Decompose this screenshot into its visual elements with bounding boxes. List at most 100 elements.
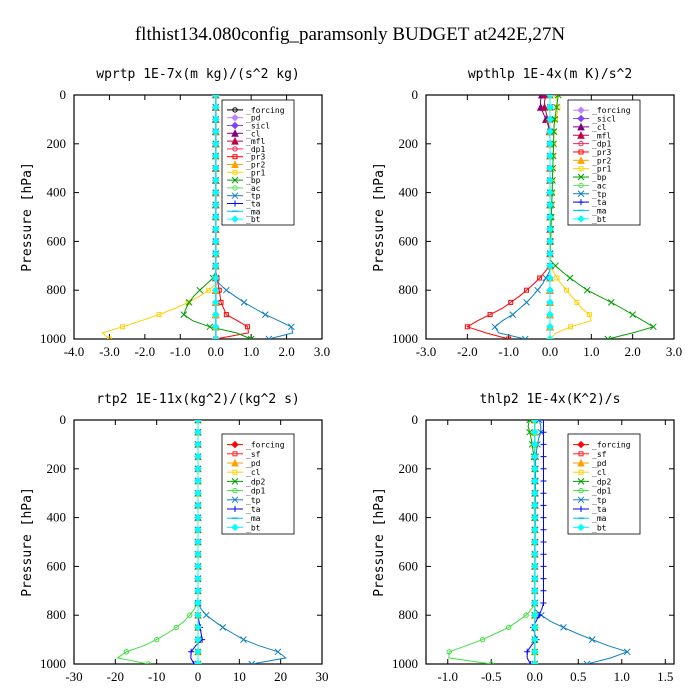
data-point <box>540 563 547 570</box>
legend-marker <box>231 440 239 449</box>
legend-marker <box>231 160 239 168</box>
legend-marker <box>577 190 585 198</box>
data-point <box>574 299 580 305</box>
y-tick-label: 0 <box>412 87 419 102</box>
legend-marker <box>231 458 239 467</box>
legend-marker <box>577 106 585 114</box>
y-tick-label: 1000 <box>392 331 418 346</box>
data-point <box>546 335 554 339</box>
data-point <box>546 213 554 221</box>
legend-marker <box>577 173 585 181</box>
legend-marker <box>578 140 584 147</box>
data-point <box>212 213 220 221</box>
data-point <box>531 599 539 607</box>
data-point <box>212 140 220 148</box>
data-point <box>212 286 220 294</box>
data-point <box>540 453 547 460</box>
data-point <box>212 164 220 172</box>
data-point <box>531 660 539 664</box>
x-tick-label: -30 <box>65 669 82 684</box>
legend-marker <box>232 469 238 475</box>
data-point <box>535 420 543 424</box>
data-point <box>546 274 554 282</box>
x-tick-label: 20 <box>274 669 287 684</box>
panel-title: wprtp 1E-7x(m kg)/(s^2 kg) <box>96 67 300 82</box>
data-point <box>546 95 554 99</box>
legend-label: _ta <box>246 200 261 209</box>
legend-marker <box>577 440 585 449</box>
data-point <box>194 635 202 644</box>
x-tick-label: 1.0 <box>614 669 630 684</box>
legend-marker <box>232 107 238 113</box>
x-tick-label: 1.0 <box>583 344 599 359</box>
data-point <box>583 660 591 664</box>
legend-label: _dp1 <box>592 487 611 496</box>
legend-label: _sicl <box>592 115 616 124</box>
y-axis-label: Pressure [hPa] <box>372 162 387 272</box>
data-point <box>546 262 554 270</box>
data-point <box>261 311 269 318</box>
data-point <box>506 336 512 339</box>
data-point <box>287 323 295 331</box>
panel-title: rtp2 1E-11x(kg^2)/(kg^2 s) <box>96 392 300 407</box>
data-point <box>526 420 533 424</box>
data-point <box>106 336 112 339</box>
data-point <box>568 324 574 330</box>
data-point <box>153 636 160 643</box>
data-point <box>194 420 202 424</box>
y-tick-label: 0 <box>60 87 67 102</box>
legend-label: _ac <box>246 184 261 193</box>
data-point <box>212 323 220 331</box>
legend-label: _tp <box>246 192 261 201</box>
data-point <box>531 623 539 632</box>
legend-label: _forcing <box>246 106 285 115</box>
x-tick-label: 1.0 <box>243 344 259 359</box>
data-point <box>223 312 229 318</box>
legend-marker <box>577 156 585 164</box>
data-point <box>274 648 282 656</box>
data-point <box>546 298 554 307</box>
data-point <box>194 660 202 664</box>
data-point <box>194 477 202 485</box>
x-tick-label: -1.0 <box>170 344 191 359</box>
data-point <box>531 526 539 534</box>
legend-label: _cl <box>592 468 607 477</box>
data-point <box>212 335 220 339</box>
y-tick-label: 600 <box>47 233 67 248</box>
data-point <box>554 95 562 99</box>
legend-box <box>221 433 295 535</box>
x-tick-label: 2.0 <box>278 344 294 359</box>
data-point <box>194 660 202 664</box>
data-point <box>531 648 539 656</box>
data-point <box>540 420 547 423</box>
data-point <box>194 611 202 619</box>
legend-label: _dp1 <box>246 145 265 154</box>
data-point <box>546 310 554 319</box>
y-tick-label: 1000 <box>392 656 418 671</box>
data-point <box>248 660 256 664</box>
data-point <box>219 624 227 631</box>
legend-label: _ma <box>246 514 261 523</box>
legend-label: _pd <box>246 114 261 123</box>
x-tick-label: 0.0 <box>527 669 543 684</box>
data-point <box>212 152 220 160</box>
legend-marker <box>578 149 584 155</box>
data-point <box>629 311 637 318</box>
y-axis-label: Pressure [hPa] <box>20 162 35 272</box>
legend-marker <box>578 199 584 206</box>
data-point <box>546 286 554 294</box>
legend-label: _ma <box>592 514 607 523</box>
data-point <box>194 452 202 461</box>
data-point <box>194 538 202 546</box>
data-point <box>487 312 493 318</box>
legend-label: _ac <box>592 181 607 190</box>
data-point <box>194 420 202 424</box>
data-point <box>194 623 202 632</box>
data-point <box>551 116 559 123</box>
legend-marker <box>231 215 239 223</box>
data-point <box>196 286 204 294</box>
data-point <box>553 103 560 111</box>
data-point <box>194 440 202 449</box>
data-point <box>123 649 130 655</box>
